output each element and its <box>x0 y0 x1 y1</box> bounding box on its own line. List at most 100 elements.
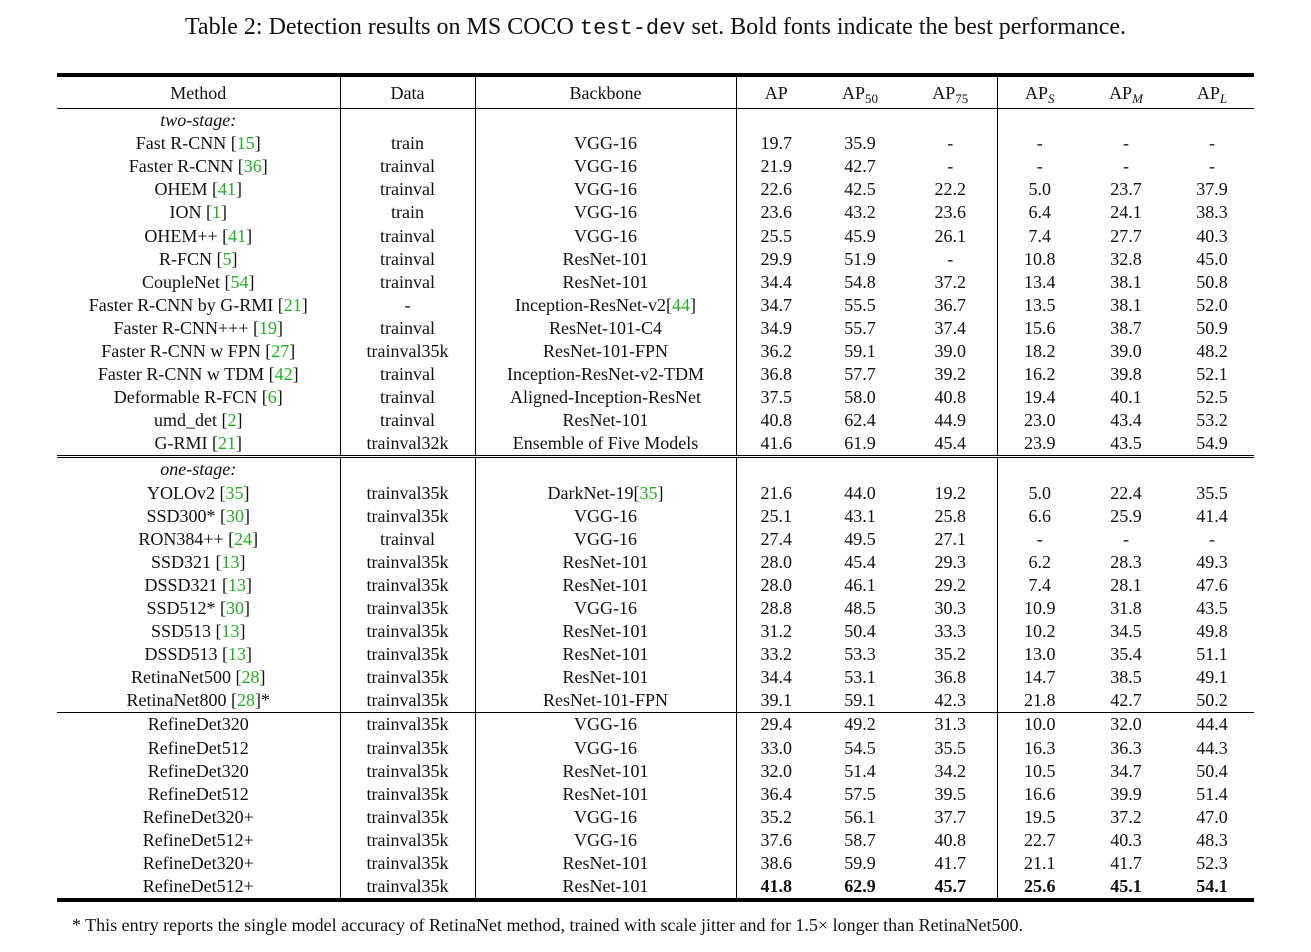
citation-link[interactable]: 44 <box>671 294 690 315</box>
ap75-value: 36.7 <box>904 293 998 317</box>
apl-value: - <box>1209 133 1215 154</box>
citation-link[interactable]: 42 <box>274 364 293 385</box>
apl-value: 48.3 <box>1196 829 1228 850</box>
citation-link[interactable]: 30 <box>226 598 245 619</box>
citation-link[interactable]: 41 <box>228 225 247 246</box>
ap50-value: 56.1 <box>844 806 876 827</box>
citation-link[interactable]: 21 <box>283 294 302 315</box>
ap50-value: 50.4 <box>844 621 876 642</box>
method-cell: Faster R-CNN w TDM [42] <box>57 363 341 387</box>
citation-link[interactable]: 5 <box>222 248 232 269</box>
ap-value: 31.2 <box>760 621 793 642</box>
citation-link[interactable]: 28 <box>236 690 255 711</box>
citation-link[interactable]: 6 <box>267 387 277 408</box>
apl-value: 43.5 <box>1196 598 1228 619</box>
citation-link[interactable]: 2 <box>227 410 237 431</box>
backbone-cell: VGG-16 <box>475 805 737 829</box>
method-cell: Faster R-CNN [36] <box>57 155 341 179</box>
apm-value: 23.7 <box>1110 179 1142 200</box>
apl-value: 52.1 <box>1196 364 1228 385</box>
citation-link[interactable]: 15 <box>236 133 255 154</box>
citation-link[interactable]: 30 <box>226 505 245 526</box>
data-cell: trainval32k <box>340 432 476 457</box>
method-cell: RefineDet512 <box>57 736 341 760</box>
table-row: OHEM++ [41] trainval VGG-16 25.5 45.9 26.1 7.4… <box>57 224 1254 248</box>
method-cell: SSD513 [13] <box>57 620 341 644</box>
method-name: OHEM <box>154 179 212 200</box>
ap75-value: 33.3 <box>904 620 998 644</box>
apl-value: 49.1 <box>1196 667 1228 688</box>
method-name: Faster R-CNN+++ <box>113 317 253 338</box>
backbone-name: ResNet-101-C4 <box>549 317 662 338</box>
citation-link[interactable]: 54 <box>230 271 249 292</box>
ap75-value: 35.5 <box>904 736 998 760</box>
method-name: RefineDet320 <box>147 714 249 735</box>
data-cell: trainval35k <box>340 596 476 621</box>
method-name: R-FCN <box>158 248 217 269</box>
ap-value: 27.4 <box>760 528 793 549</box>
apm-value: 31.8 <box>1110 598 1142 619</box>
apm-value: 42.7 <box>1110 690 1142 711</box>
ap-value: 21.9 <box>760 156 793 177</box>
citation-link[interactable]: 35 <box>639 482 658 503</box>
ap75-value: - <box>904 155 998 179</box>
citation-link[interactable]: 28 <box>241 667 260 688</box>
method-name: RetinaNet800 <box>126 690 231 711</box>
ap-value: 36.2 <box>760 340 793 361</box>
ap75-value: 41.7 <box>904 852 998 876</box>
citation-link[interactable]: 13 <box>228 574 247 595</box>
apm-value: 25.9 <box>1110 505 1142 526</box>
citation-link[interactable]: 1 <box>212 202 221 223</box>
apm-value: 35.4 <box>1110 644 1142 665</box>
citation-link[interactable]: 24 <box>234 528 253 549</box>
table-row: R-FCN [5] trainval ResNet-101 29.9 51.9 - 10.8… <box>57 247 1254 271</box>
citation-link[interactable]: 36 <box>243 156 262 177</box>
header-ap: AP <box>736 73 816 109</box>
apl-value: 52.5 <box>1196 387 1228 408</box>
ap-value: 22.6 <box>760 179 793 200</box>
ap50-value: 54.8 <box>844 271 876 292</box>
backbone-cell: Aligned-Inception-ResNet <box>475 386 737 410</box>
backbone-cell: ResNet-101 <box>475 270 737 294</box>
data-cell: trainval35k <box>340 573 476 597</box>
aps-value: 6.6 <box>1028 505 1052 526</box>
ap75-value: 31.3 <box>904 712 998 737</box>
ap50-value: 61.9 <box>844 433 876 454</box>
apm-value: 45.1 <box>1082 875 1170 903</box>
citation-link[interactable]: 35 <box>225 482 244 503</box>
ap50-value: 49.2 <box>816 712 904 737</box>
apm-value: 43.5 <box>1110 433 1142 454</box>
section-label: two-stage: <box>57 108 341 133</box>
backbone-cell: ResNet-101 <box>475 875 737 903</box>
ap-value: 21.6 <box>760 482 793 503</box>
results-table: Method Data Backbone AP AP50 AP75 APS AP… <box>57 73 1254 903</box>
aps-value: 18.2 <box>1024 340 1056 361</box>
citation-link[interactable]: 21 <box>218 433 236 454</box>
ap75-value: 42.3 <box>904 689 998 713</box>
table-row: RefineDet512+ trainval35k VGG-16 37.6 58.7 40… <box>57 828 1254 852</box>
citation-link[interactable]: 19 <box>258 317 277 338</box>
backbone-cell: VGG-16 <box>475 224 737 248</box>
backbone-name: Inception-ResNet-v2-TDM <box>507 364 704 385</box>
method-name: RON384++ <box>138 528 229 549</box>
citation-link[interactable]: 13 <box>221 551 240 572</box>
backbone-name: Aligned-Inception-ResNet <box>510 387 701 408</box>
citation-link[interactable]: 13 <box>228 644 247 665</box>
backbone-name: ResNet-101 <box>562 551 649 572</box>
data-cell: trainval35k <box>340 550 476 574</box>
table-row: OHEM [41] trainval VGG-16 22.6 42.5 22.2 5.0 23… <box>57 178 1254 202</box>
apl-value: 40.3 <box>1196 225 1228 246</box>
citation-link[interactable]: 13 <box>221 621 240 642</box>
ap-value: 38.6 <box>760 853 793 874</box>
method-cell: G-RMI [21] <box>57 432 341 457</box>
ap50-value: 51.9 <box>844 248 876 269</box>
table-row: CoupleNet [54] trainval ResNet-101 34.4 54.8… <box>57 270 1254 294</box>
ap50-value: 62.4 <box>844 410 876 431</box>
citation-link[interactable]: 27 <box>271 340 290 361</box>
apl-value: 50.2 <box>1196 690 1228 711</box>
citation-link[interactable]: 41 <box>218 179 236 200</box>
method-name: RefineDet512+ <box>142 829 254 850</box>
backbone-cell: Inception-ResNet-v2-TDM <box>475 363 737 387</box>
aps-value: 14.7 <box>1024 667 1056 688</box>
apm-value: 41.7 <box>1110 853 1142 874</box>
